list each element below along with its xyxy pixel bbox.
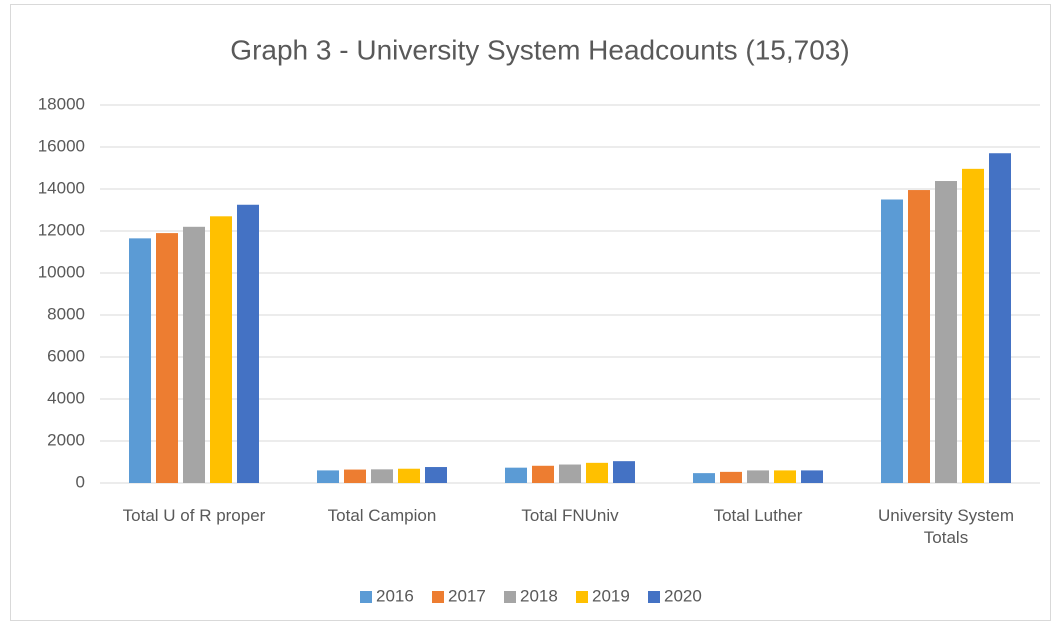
bar xyxy=(908,190,930,484)
y-tick-label: 2000 xyxy=(47,430,85,449)
legend-label: 2019 xyxy=(592,586,630,605)
bar xyxy=(881,199,903,483)
bar xyxy=(156,233,178,483)
y-tick-label: 18000 xyxy=(38,94,85,113)
x-tick-label: Total FNUniv xyxy=(521,506,619,525)
bar xyxy=(129,238,151,483)
bar xyxy=(774,470,796,483)
y-tick-label: 4000 xyxy=(47,388,85,407)
x-tick-label: Total Luther xyxy=(713,506,803,525)
bar xyxy=(613,461,635,483)
bar xyxy=(425,467,447,483)
y-tick-label: 10000 xyxy=(38,262,85,281)
bar xyxy=(505,467,527,483)
bar xyxy=(532,465,554,483)
bar xyxy=(720,471,742,483)
bar xyxy=(747,470,769,483)
legend-swatch xyxy=(648,591,660,603)
bar xyxy=(989,153,1011,483)
x-tick-label: Total Campion xyxy=(327,506,437,525)
chart-title: Graph 3 - University System Headcounts (… xyxy=(230,34,849,65)
bar xyxy=(237,204,259,483)
bar xyxy=(371,469,393,483)
bar xyxy=(559,464,581,483)
bar xyxy=(210,216,232,484)
legend-swatch xyxy=(360,591,372,603)
x-tick-label: Total U of R proper xyxy=(122,506,266,525)
legend-label: 2020 xyxy=(664,586,702,605)
bar xyxy=(317,470,339,483)
bar xyxy=(586,462,608,483)
bar xyxy=(693,473,715,483)
y-tick-label: 14000 xyxy=(38,178,85,197)
x-tick-label: University System Totals xyxy=(877,506,1015,547)
y-tick-label: 16000 xyxy=(38,136,85,155)
legend-swatch xyxy=(432,591,444,603)
y-tick-label: 0 xyxy=(76,472,85,491)
legend-label: 2018 xyxy=(520,586,558,605)
bar xyxy=(801,470,823,483)
bar xyxy=(344,469,366,483)
legend-label: 2017 xyxy=(448,586,486,605)
y-tick-label: 12000 xyxy=(38,220,85,239)
bar xyxy=(962,168,984,483)
y-tick-label: 6000 xyxy=(47,346,85,365)
bar xyxy=(183,226,205,484)
legend-label: 2016 xyxy=(376,586,414,605)
bar xyxy=(935,181,957,483)
y-tick-label: 8000 xyxy=(47,304,85,323)
bar xyxy=(398,468,420,483)
legend-swatch xyxy=(504,591,516,603)
legend-swatch xyxy=(576,591,588,603)
